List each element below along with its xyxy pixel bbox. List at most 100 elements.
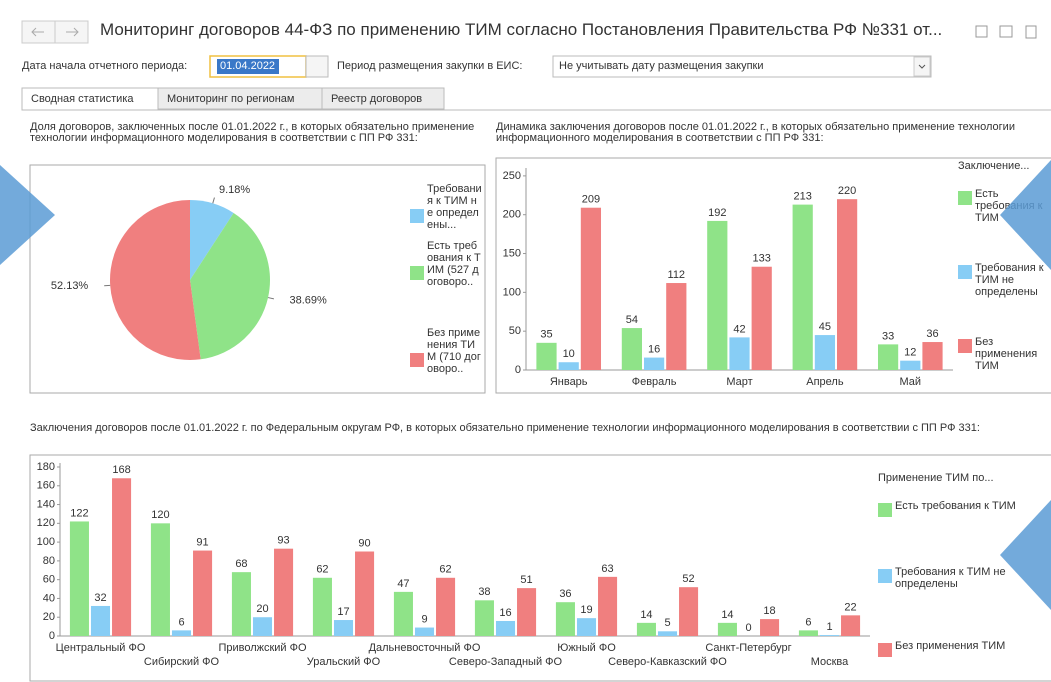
tab-label: Мониторинг по регионам [167, 93, 295, 105]
bar [900, 360, 921, 370]
bar [231, 572, 251, 636]
legend-swatch [958, 191, 972, 205]
chart-title: Доля договоров, заключенных после 01.01.… [30, 121, 475, 144]
title: Мониторинг договоров 44-ФЗ по применению… [100, 20, 943, 39]
x-tick-label: Южный ФО [557, 642, 616, 654]
nav-arrows [31, 27, 79, 37]
legend-label: Есть требования к ТИМ [895, 500, 1016, 512]
legend-swatch [958, 265, 972, 279]
data-label: 14 [721, 609, 733, 621]
bar [814, 335, 836, 370]
x-tick-label: Февраль [632, 376, 677, 388]
data-label: 90 [358, 537, 370, 549]
bar [355, 551, 375, 636]
x-tick-label: Санкт-Петербург [705, 642, 791, 654]
data-label: 0 [745, 622, 751, 634]
data-label: 35 [540, 329, 552, 341]
data-label: 52.13% [51, 280, 89, 292]
bar [171, 630, 192, 636]
bar [598, 576, 618, 636]
y-tick-label: 250 [503, 170, 521, 182]
tab-label: Реестр договоров [331, 93, 423, 105]
data-label: 36 [559, 588, 571, 600]
data-label: 52 [682, 573, 694, 585]
data-label: 36 [926, 328, 938, 340]
data-label: 10 [563, 348, 575, 360]
data-label: 192 [708, 207, 726, 219]
tab[interactable] [321, 87, 445, 110]
data-label: 6 [805, 616, 811, 628]
bar [333, 620, 354, 636]
legend-swatch [958, 339, 972, 353]
legend-swatch [410, 266, 424, 280]
y-tick-label: 80 [43, 555, 55, 567]
legend-title: Применение ТИМ по... [878, 472, 994, 484]
bar [760, 619, 780, 636]
bar [621, 328, 642, 370]
bar [792, 204, 813, 370]
calendar-button[interactable] [305, 55, 329, 78]
date-label: Дата начала отчетного периода: [22, 60, 188, 72]
legend-label: Без применения ТИМ (710 договоро.. [427, 327, 481, 375]
bar [193, 550, 213, 636]
x-tick-label: Май [900, 376, 922, 388]
bar [414, 627, 435, 636]
data-label: 5 [664, 617, 670, 629]
bar [751, 266, 772, 370]
bar [274, 548, 294, 636]
period-value: Не учитывать дату размещения закупки [559, 60, 764, 72]
data-label: 213 [794, 191, 812, 203]
y-tick-label: 0 [515, 364, 521, 376]
legend-swatch [878, 643, 892, 657]
select-arrow [918, 64, 926, 69]
bar [837, 199, 858, 370]
bar [877, 344, 899, 370]
bar [252, 617, 273, 636]
pie-slice [190, 212, 270, 360]
y-tick-label: 100 [37, 536, 55, 548]
bar [798, 630, 818, 636]
data-label: 22 [844, 601, 856, 613]
y-tick-label: 160 [37, 480, 55, 492]
data-label: 33 [882, 330, 894, 342]
data-label: 120 [151, 509, 169, 521]
data-label: 62 [439, 564, 451, 576]
data-label: 63 [601, 563, 613, 575]
x-tick-label: Апрель [806, 376, 844, 388]
y-tick-label: 180 [37, 461, 55, 473]
data-label: 112 [668, 269, 686, 281]
x-tick-label: Приволжский ФО [218, 642, 307, 654]
data-label: 220 [838, 185, 856, 197]
save-icon[interactable] [975, 25, 988, 38]
bar [666, 283, 687, 370]
data-label: 17 [337, 606, 349, 618]
x-tick-label: Январь [550, 376, 588, 388]
x-tick-label: Сибирский ФО [144, 656, 220, 668]
data-label: 122 [70, 507, 88, 519]
preview-icon[interactable] [1025, 25, 1037, 39]
bar [150, 523, 170, 636]
data-label: 32 [94, 592, 106, 604]
legend-label: Требования к ТИМ не определены [895, 566, 1006, 590]
data-label: 1 [826, 621, 832, 633]
data-label: 9 [421, 613, 427, 625]
select-button[interactable] [913, 56, 931, 77]
period-select[interactable] [552, 55, 932, 78]
print-icon[interactable] [999, 25, 1013, 38]
legend-swatch [878, 503, 892, 517]
legend-swatch [410, 209, 424, 223]
data-label: 9.18% [219, 184, 250, 196]
bar [393, 591, 413, 636]
data-label: 68 [235, 558, 247, 570]
pie-frame [29, 164, 486, 394]
y-tick-label: 100 [503, 286, 521, 298]
bar [841, 615, 861, 636]
data-label: 38.69% [290, 295, 328, 307]
leader-line [267, 297, 275, 300]
bar [112, 478, 132, 636]
leader-line [212, 197, 215, 204]
data-label: 209 [582, 194, 600, 206]
bar [576, 618, 597, 636]
